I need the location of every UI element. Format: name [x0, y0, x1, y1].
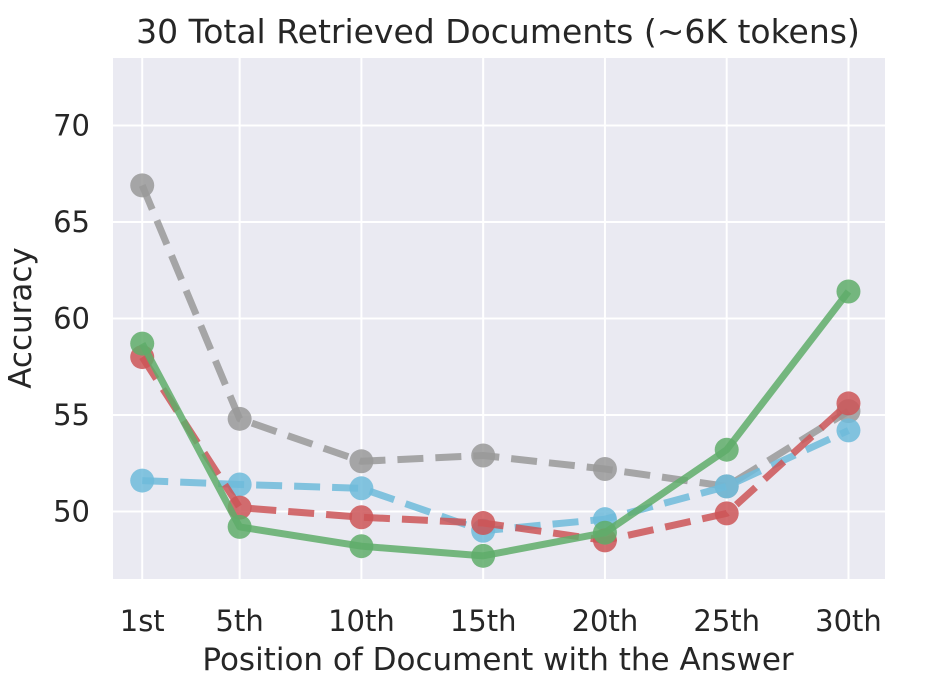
series-4-point — [227, 514, 252, 539]
tick-labels: 1st 5th 10th 15th 20th 25th 30th 50 55 60 65 70 — [53, 109, 882, 638]
series-4-point — [714, 437, 739, 462]
x-tick-label: 15th — [450, 604, 517, 638]
series-4-point — [592, 520, 617, 545]
x-tick-label: 10th — [328, 604, 395, 638]
series-2-point — [836, 418, 861, 443]
series-2-point — [227, 472, 252, 497]
series-1-point — [227, 406, 252, 431]
series-2-point — [349, 476, 374, 501]
y-tick-label: 60 — [53, 302, 90, 336]
y-tick-label: 50 — [53, 494, 90, 528]
x-axis-label: Position of Document with the Answer — [202, 642, 794, 678]
series-1-point — [592, 457, 617, 482]
series-1-point — [471, 443, 496, 468]
y-tick-label: 70 — [53, 109, 90, 143]
x-tick-label: 5th — [216, 604, 264, 638]
x-tick-label: 1st — [120, 604, 165, 638]
series-4 — [130, 279, 861, 568]
y-tick-label: 65 — [53, 205, 90, 239]
x-tick-label: 30th — [815, 604, 882, 638]
series-4-point — [836, 279, 861, 304]
series-3-point — [349, 505, 374, 530]
series-3-point — [714, 501, 739, 526]
series-layer — [130, 173, 861, 568]
x-tick-label: 20th — [572, 604, 639, 638]
series-2-point — [714, 474, 739, 499]
y-tick-label: 55 — [53, 398, 90, 432]
series-3-point — [471, 511, 496, 536]
series-1-point — [349, 449, 374, 474]
series-1-point — [130, 173, 155, 198]
series-4-point — [471, 543, 496, 568]
series-2-point — [130, 468, 155, 493]
series-4-point — [349, 534, 374, 559]
series-4-point — [130, 331, 155, 356]
series-3-point — [836, 391, 861, 416]
x-tick-label: 25th — [693, 604, 760, 638]
y-axis-label: Accuracy — [3, 247, 39, 389]
chart-title: 30 Total Retrieved Documents (~6K tokens… — [136, 12, 860, 51]
